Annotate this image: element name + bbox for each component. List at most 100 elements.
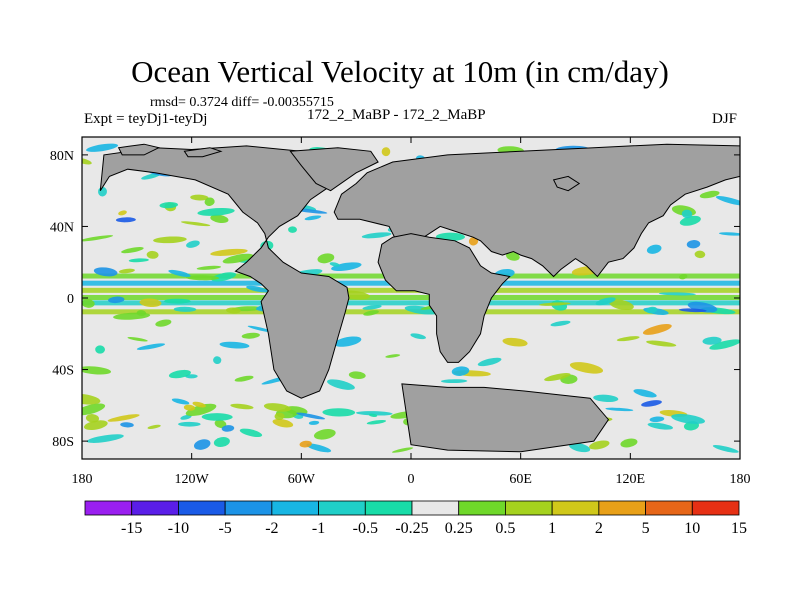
anomaly-patch — [569, 442, 591, 453]
anomaly-patch — [107, 414, 140, 422]
anomaly-patch — [671, 413, 706, 424]
anomaly-patch — [569, 362, 604, 374]
anomaly-band — [82, 300, 740, 306]
land-arctic-island-b — [183, 147, 223, 158]
land-eurasia — [333, 143, 740, 278]
colorbar-label: 10 — [684, 520, 700, 537]
anomaly-patch — [173, 306, 197, 312]
colorbar-label: -0.25 — [395, 520, 428, 537]
anomaly-patch — [272, 418, 294, 428]
anomaly-patch — [362, 304, 382, 310]
anomaly-patch — [620, 438, 638, 448]
anomaly-patch — [477, 357, 502, 367]
anomaly-patch — [679, 215, 701, 226]
anomaly-patch — [139, 298, 162, 308]
anomaly-patch — [712, 445, 739, 453]
anomaly-patch — [93, 267, 118, 277]
anomaly-patch — [366, 419, 387, 425]
anomaly-patch — [391, 447, 414, 453]
colorbar-label: 2 — [595, 520, 603, 537]
x-tick-label: 120E — [616, 472, 646, 487]
anomaly-patch — [410, 333, 426, 340]
x-tick-label: 60E — [509, 472, 532, 487]
anomaly-patch — [234, 375, 254, 382]
colorbar-swatch — [224, 500, 273, 516]
anomaly-patch — [327, 379, 355, 390]
experiment-label: Expt = teyDj1-teyDj — [84, 111, 208, 127]
anomaly-patch — [82, 366, 112, 375]
anomaly-patch — [589, 440, 610, 450]
anomaly-patch — [304, 215, 322, 221]
anomaly-patch — [83, 420, 108, 431]
colorbar-label: -1 — [312, 520, 325, 537]
anomaly-patch — [247, 325, 273, 333]
chart-title: Ocean Vertical Velocity at 10m (in cm/da… — [131, 54, 669, 89]
anomaly-patch — [225, 307, 241, 314]
land-arctic-island-a — [117, 143, 161, 156]
anomaly-patch — [642, 324, 672, 335]
x-tick-label: 180 — [72, 472, 93, 487]
anomaly-patch — [118, 268, 135, 274]
anomaly-patch — [193, 439, 211, 450]
anomaly-band — [82, 295, 740, 300]
anomaly-patch — [186, 240, 200, 248]
anomaly-patch — [210, 248, 248, 256]
anomaly-patch — [128, 258, 149, 263]
anomaly-patch — [686, 240, 701, 249]
anomaly-patch — [115, 217, 136, 223]
map-area — [82, 137, 740, 459]
anomaly-patch — [334, 336, 362, 347]
anomaly-patch — [230, 403, 254, 410]
colorbar-swatch — [598, 500, 646, 516]
x-tick-label: 0 — [408, 472, 415, 487]
colorbar-swatch — [458, 500, 506, 516]
land-island-c — [552, 175, 581, 192]
anomaly-patch — [361, 232, 392, 239]
colorbar-swatch — [364, 500, 413, 516]
anomaly-patch — [363, 310, 379, 316]
anomaly-patch — [153, 236, 187, 244]
colorbar-swatch — [691, 500, 740, 516]
anomaly-patch — [609, 299, 634, 311]
anomaly-patch — [678, 308, 707, 313]
anomaly-patch — [146, 250, 159, 259]
anomaly-patch — [355, 411, 393, 416]
anomaly-patch — [616, 336, 640, 342]
anomaly-patch — [127, 336, 148, 342]
anomaly-patch — [178, 421, 201, 427]
x-tick-label: 120W — [175, 472, 210, 487]
anomaly-patch — [213, 437, 230, 447]
anomaly-patch — [709, 339, 740, 350]
anomaly-patch — [239, 428, 263, 437]
anomaly-patch — [702, 336, 722, 345]
anomaly-patch — [348, 371, 366, 379]
colorbar: -15 -10 -5 -2 -1 -0.5 -0.25 0.25 0.5 1 2 5 10 15 — [84, 500, 747, 537]
land-greenland — [289, 147, 379, 192]
anomaly-patch — [120, 422, 134, 428]
anomaly-patch — [715, 196, 740, 206]
anomaly-patch — [595, 297, 616, 306]
anomaly-patch — [647, 422, 674, 430]
colorbar-swatch — [645, 500, 693, 516]
anomaly-patch — [368, 413, 378, 418]
anomaly-patch — [204, 197, 215, 206]
colorbar-label: 15 — [731, 520, 747, 537]
anomaly-patch — [646, 244, 662, 254]
anomaly-patch — [263, 403, 291, 412]
anomaly-patch — [658, 292, 696, 296]
anomaly-patch — [440, 379, 468, 384]
anomaly-patch — [605, 407, 634, 412]
anomaly-patch — [121, 247, 144, 254]
run-comparison-label: 172_2_MaBP - 172_2_MaBP — [307, 107, 486, 123]
anomaly-patch — [183, 404, 196, 411]
anomaly-patch — [201, 413, 233, 421]
anomaly-patch — [113, 312, 151, 320]
anomaly-patch — [451, 366, 470, 376]
anomaly-patch — [155, 319, 172, 327]
anomaly-patch — [168, 369, 191, 379]
anomaly-patch — [185, 275, 220, 281]
anomaly-patch — [210, 214, 229, 224]
anomaly-patch — [196, 265, 222, 270]
anomaly-patch — [329, 262, 341, 267]
